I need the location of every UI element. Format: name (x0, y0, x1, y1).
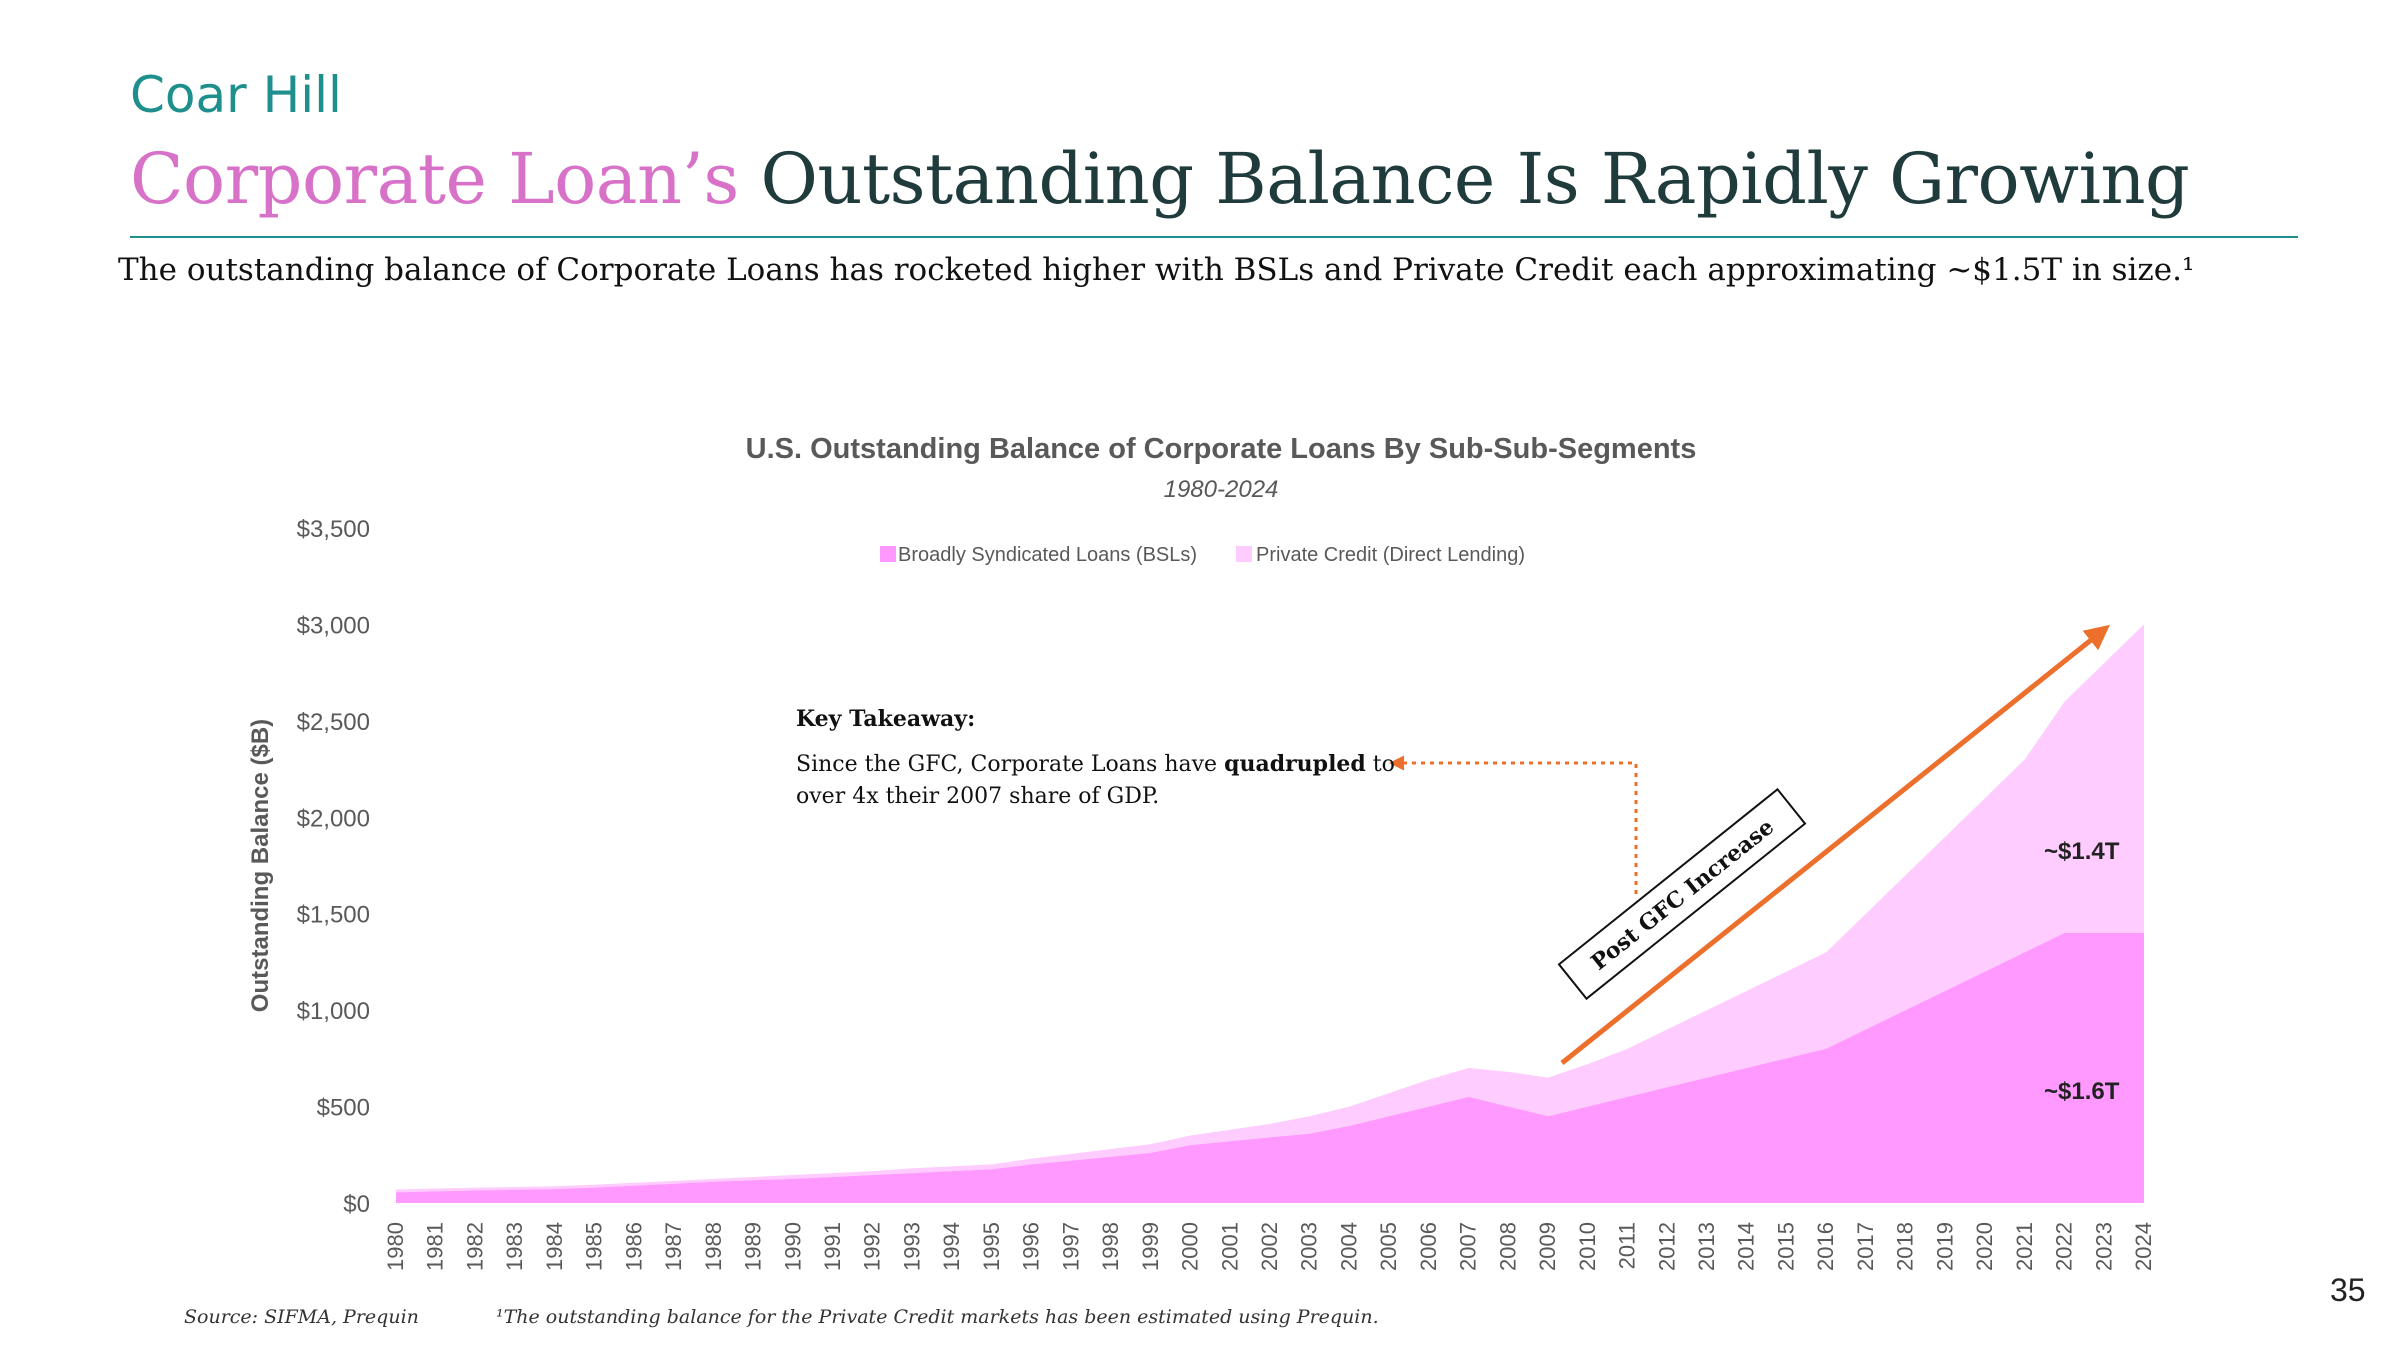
x-tick-label: 1991 (820, 1222, 845, 1271)
source-note: Source: SIFMA, Prequin (184, 1306, 419, 1328)
legend-swatch-private-credit (1236, 546, 1252, 562)
x-tick-label: 2015 (1773, 1222, 1798, 1271)
x-tick-label: 1982 (462, 1222, 487, 1271)
x-tick-label: 1990 (780, 1222, 805, 1271)
x-tick-label: 1996 (1019, 1222, 1044, 1271)
x-tick-label: 2010 (1575, 1222, 1600, 1271)
x-tick-label: 1998 (1098, 1222, 1123, 1271)
page-number: 35 (2330, 1272, 2366, 1308)
key-takeaway-bold: quadrupled (1224, 751, 1366, 777)
x-tick-label: 2004 (1336, 1222, 1361, 1271)
bsl-callout: ~$1.6T (2044, 1078, 2120, 1105)
x-tick-label: 1994 (939, 1222, 964, 1271)
x-tick-label: 2017 (1853, 1222, 1878, 1271)
x-tick-label: 2016 (1813, 1222, 1838, 1271)
x-tick-label: 2002 (1257, 1222, 1282, 1271)
x-tick-label: 2011 (1615, 1222, 1640, 1269)
x-tick-label: 1997 (1058, 1222, 1083, 1271)
y-axis-label: Outstanding Balance ($B) (247, 719, 274, 1012)
x-tick-label: 2005 (1376, 1222, 1401, 1271)
y-tick-label: $3,500 (297, 516, 370, 543)
x-tick-label: 2013 (1694, 1222, 1719, 1271)
x-tick-label: 1988 (701, 1222, 726, 1271)
y-tick-label: $0 (343, 1191, 370, 1218)
y-tick-label: $2,500 (297, 709, 370, 736)
x-tick-label: 2024 (2131, 1222, 2156, 1271)
series-bsl-area (396, 933, 2144, 1203)
brand-name: Coar Hill (130, 66, 342, 124)
series-private-credit-area (396, 624, 2144, 1193)
x-tick-label: 1995 (979, 1222, 1004, 1271)
x-tick-label: 2008 (1495, 1222, 1520, 1271)
y-tick-label: $1,000 (297, 998, 370, 1025)
x-tick-label: 1980 (383, 1222, 408, 1271)
x-tick-label: 2000 (1178, 1222, 1203, 1271)
x-tick-label: 2022 (2052, 1222, 2077, 1271)
page-title: Corporate Loan’s Outstanding Balance Is … (130, 138, 2190, 220)
legend-label-private-credit: Private Credit (Direct Lending) (1256, 544, 1525, 566)
x-tick-label: 2019 (1932, 1222, 1957, 1271)
y-tick-label: $500 (317, 1095, 370, 1122)
post-gfc-label: Post GFC Increase (1586, 814, 1779, 976)
x-tick-label: 2007 (1456, 1222, 1481, 1271)
title-highlight: Corporate Loan’s (130, 138, 739, 220)
x-tick-label: 2021 (2012, 1222, 2037, 1271)
post-gfc-label-frame (1557, 787, 1807, 1001)
footnote: ¹The outstanding balance for the Private… (496, 1306, 1379, 1328)
x-tick-label: 2001 (1217, 1222, 1242, 1271)
x-tick-label: 1993 (899, 1222, 924, 1271)
x-tick-label: 1985 (582, 1222, 607, 1271)
key-takeaway-text-end: to over 4x their 2007 share of GDP. (796, 752, 1395, 809)
x-tick-label: 2014 (1734, 1222, 1759, 1271)
x-tick-label: 1992 (860, 1222, 885, 1271)
key-takeaway-text-start: Since the GFC, Corporate Loans have (796, 752, 1225, 777)
private-credit-callout: ~$1.4T (2044, 838, 2120, 865)
x-tick-label: 2020 (1972, 1222, 1997, 1271)
trend-arrow (1560, 624, 2110, 1065)
legend-label-bsl: Broadly Syndicated Loans (BSLs) (898, 544, 1197, 566)
y-tick-label: $2,000 (297, 805, 370, 832)
takeaway-connector-arrow (1389, 755, 1638, 894)
x-tick-label: 1989 (741, 1222, 766, 1271)
x-tick-label: 1983 (502, 1222, 527, 1271)
x-tick-label: 2006 (1416, 1222, 1441, 1271)
title-rest: Outstanding Balance Is Rapidly Growing (738, 138, 2190, 220)
x-tick-label: 1981 (423, 1222, 448, 1271)
x-tick-label: 1999 (1138, 1222, 1163, 1271)
x-tick-label: 2018 (1893, 1222, 1918, 1271)
x-tick-label: 1986 (621, 1222, 646, 1271)
y-tick-label: $1,500 (297, 902, 370, 929)
x-tick-label: 1987 (661, 1222, 686, 1271)
x-tick-label: 2023 (2091, 1222, 2116, 1271)
page-subtitle: The outstanding balance of Corporate Loa… (118, 252, 2195, 288)
x-tick-label: 1984 (542, 1222, 567, 1271)
x-tick-label: 2012 (1654, 1222, 1679, 1271)
y-tick-label: $3,000 (297, 612, 370, 639)
x-tick-label: 2009 (1535, 1222, 1560, 1271)
key-takeaway-text: Since the GFC, Corporate Loans have quad… (796, 748, 1396, 813)
legend-swatch-bsl (880, 546, 896, 562)
chart-subtitle: 1980-2024 (1163, 476, 1279, 503)
title-divider (130, 236, 2298, 238)
x-tick-label: 2003 (1297, 1222, 1322, 1271)
key-takeaway-heading: Key Takeaway: (796, 706, 976, 732)
chart-title: U.S. Outstanding Balance of Corporate Lo… (745, 433, 1697, 465)
